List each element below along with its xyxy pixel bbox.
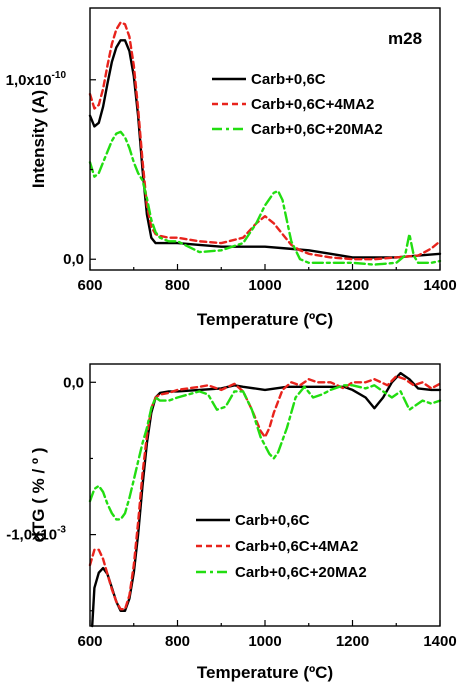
dtg-y-axis-label: dTG ( % / º )	[29, 448, 48, 543]
legend-label-20ma2: Carb+0,6C+20MA2	[251, 121, 383, 138]
legend-label-carb: Carb+0,6C	[251, 71, 326, 88]
dtg-x-axis-label: Temperature (ºC)	[197, 663, 333, 682]
intensity-x-tick-label: 600	[77, 277, 102, 294]
intensity-series-line-1	[88, 21, 442, 261]
dtg-series-line-2	[88, 384, 442, 521]
dtg-y-tick-label: -1,0x10-3	[6, 525, 66, 544]
dtg-x-tick-label: 800	[165, 633, 190, 650]
intensity-series-line-2	[88, 130, 442, 266]
intensity-x-tick-label: 1000	[248, 277, 281, 294]
dtg-series-line-0	[91, 371, 442, 628]
intensity-y-axis-label: Intensity (A)	[29, 90, 48, 188]
intensity-x-tick-label: 1200	[336, 277, 369, 294]
intensity-x-tick-label: 1400	[423, 277, 456, 294]
intensity-panel: 600 800 1000 1200 1400 0,0 1,0x10-10 m28 Tempe…	[6, 7, 457, 329]
intensity-y-tick-label: 0,0	[63, 251, 84, 268]
dtg-x-tick-label: 1200	[336, 633, 369, 650]
dtg-x-tick-label: 1000	[248, 633, 281, 650]
intensity-y-tick-label: 1,0x10-10	[6, 70, 67, 89]
intensity-series-group	[88, 21, 442, 266]
legend-label-carb: Carb+0,6C	[235, 512, 310, 529]
dtg-panel: 600 800 1000 1200 1400 0,0 -1,0x10-3 Temperatu…	[6, 363, 457, 682]
dtg-x-tick-label: 600	[77, 633, 102, 650]
dtg-series-line-1	[88, 375, 442, 611]
dtg-x-tick-label: 1400	[423, 633, 456, 650]
intensity-x-axis-label: Temperature (ºC)	[197, 310, 333, 329]
dtg-axis-ticks: 600 800 1000 1200 1400 0,0 -1,0x10-3	[6, 374, 456, 650]
legend-label-4ma2: Carb+0,6C+4MA2	[235, 538, 358, 555]
dtg-legend: Carb+0,6C Carb+0,6C+4MA2 Carb+0,6C+20MA2	[196, 512, 367, 581]
legend-label-4ma2: Carb+0,6C+4MA2	[251, 96, 374, 113]
intensity-series-line-0	[88, 39, 442, 259]
dtg-series-group	[88, 371, 442, 628]
intensity-axis-ticks: 600 800 1000 1200 1400 0,0 1,0x10-10	[6, 70, 457, 294]
intensity-legend: Carb+0,6C Carb+0,6C+4MA2 Carb+0,6C+20MA2	[212, 71, 383, 138]
intensity-x-tick-label: 800	[165, 277, 190, 294]
legend-label-20ma2: Carb+0,6C+20MA2	[235, 564, 367, 581]
panel-label: m28	[388, 29, 422, 48]
dtg-y-tick-label: 0,0	[63, 374, 84, 391]
